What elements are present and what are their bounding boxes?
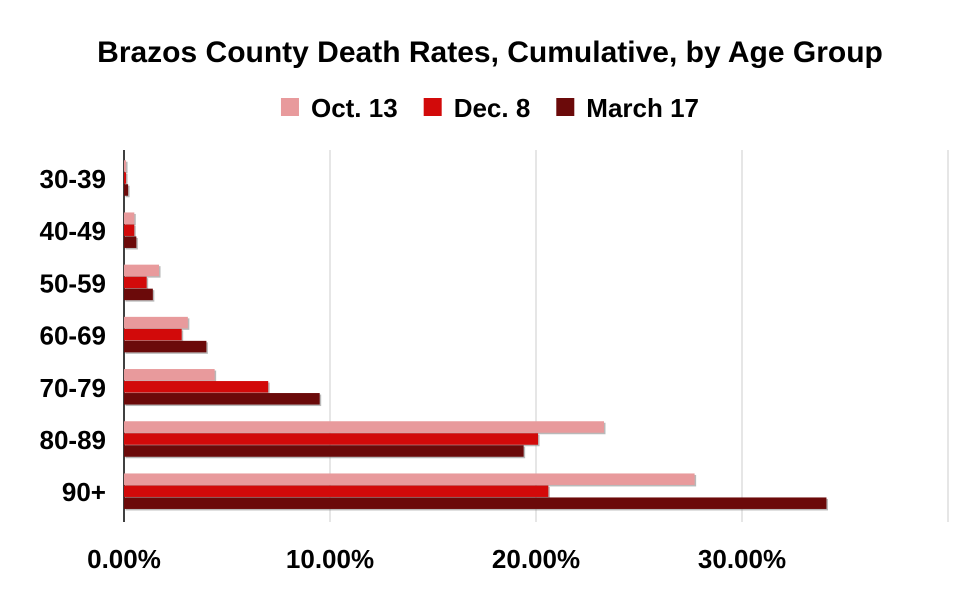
- bar-40-49-dec-8: [124, 224, 135, 236]
- bar-80-89-oct-13: [124, 421, 604, 433]
- y-tick-label: 30-39: [40, 164, 107, 194]
- legend-label: Dec. 8: [454, 93, 531, 123]
- chart-title: Brazos County Death Rates, Cumulative, b…: [97, 36, 883, 69]
- x-tick-label: 10.00%: [286, 544, 374, 574]
- bar-90+-oct-13: [124, 473, 695, 485]
- bar-70-79-oct-13: [124, 369, 215, 381]
- bar-80-89-march-17: [124, 445, 524, 457]
- y-tick-label: 60-69: [40, 321, 107, 351]
- x-axis-labels: 0.00% 10.00% 20.00% 30.00%: [87, 544, 786, 574]
- y-tick-label: 70-79: [40, 373, 107, 403]
- legend-swatch: [423, 98, 442, 116]
- y-tick-label: 90+: [62, 477, 106, 507]
- bar-70-79-dec-8: [124, 381, 269, 393]
- bar-shadow: [125, 161, 128, 174]
- bar-40-49-oct-13: [124, 212, 135, 224]
- y-tick-label: 80-89: [40, 425, 107, 455]
- legend-swatch: [280, 98, 299, 116]
- gridlines: [123, 150, 949, 522]
- x-tick-label: 0.00%: [87, 544, 161, 574]
- bar-60-69-oct-13: [124, 316, 188, 329]
- legend-label: March 17: [586, 93, 699, 123]
- x-tick-label: 30.00%: [698, 544, 786, 574]
- legend: Oct. 13 Dec. 8 March 17: [280, 93, 699, 123]
- bars: [124, 160, 828, 511]
- legend-label: Oct. 13: [311, 93, 398, 123]
- bar-60-69-march-17: [124, 340, 207, 353]
- bar-30-39-march-17: [124, 184, 129, 196]
- y-tick-label: 40-49: [40, 216, 107, 246]
- bar-30-39-dec-8: [124, 172, 127, 184]
- bar-50-59-dec-8: [124, 276, 147, 289]
- y-axis-labels: 30-39 40-49 50-59 60-69 70-79 80-89 90+: [40, 164, 107, 507]
- bar-90+-dec-8: [124, 485, 549, 497]
- bar-40-49-march-17: [124, 236, 137, 248]
- bar-80-89-dec-8: [124, 433, 539, 445]
- bar-60-69-dec-8: [124, 328, 182, 341]
- legend-item: March 17: [556, 93, 699, 123]
- bar-50-59-march-17: [124, 288, 153, 301]
- legend-item: Dec. 8: [423, 93, 531, 123]
- bar-70-79-march-17: [124, 393, 320, 405]
- bar-30-39-oct-13: [124, 160, 127, 172]
- bar-shadow: [125, 173, 128, 186]
- bar-90+-march-17: [124, 497, 827, 509]
- legend-item: Oct. 13: [280, 93, 398, 123]
- y-tick-label: 50-59: [40, 268, 107, 298]
- bar-50-59-oct-13: [124, 264, 160, 277]
- legend-swatch: [556, 98, 575, 116]
- x-tick-label: 20.00%: [492, 544, 580, 574]
